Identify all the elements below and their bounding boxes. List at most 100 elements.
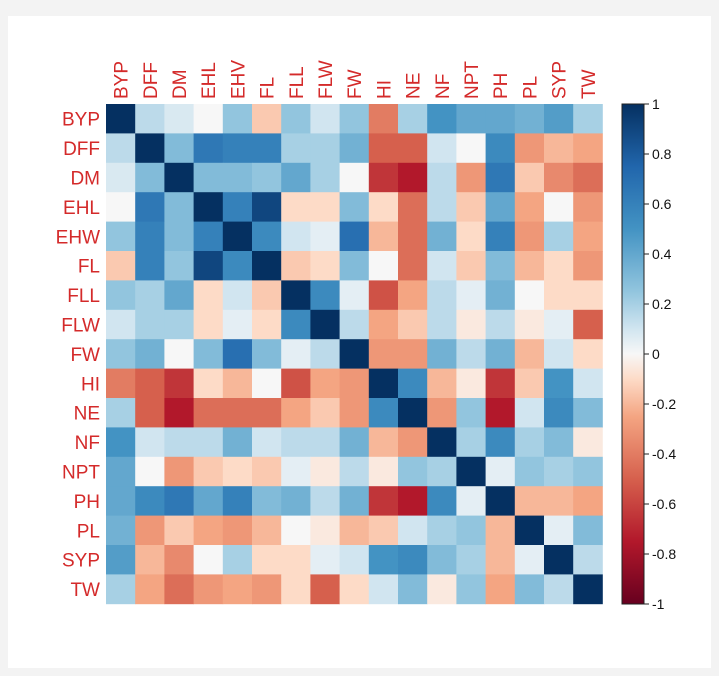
heatmap-cell-fl-nf xyxy=(427,251,457,281)
heatmap-cell-ph-fl xyxy=(252,486,282,516)
heatmap-cell-pl-byp xyxy=(106,515,136,546)
heatmap-cell-pl-hi xyxy=(368,515,399,546)
heatmap-cell-npt-ne xyxy=(398,456,428,487)
heatmap-cell-npt-ehv xyxy=(222,456,253,487)
heatmap-cell-pl-ph xyxy=(485,515,516,546)
heatmap-cell-tw-ph xyxy=(485,574,516,605)
heatmap-cell-ehw-flw xyxy=(310,221,340,252)
heatmap-cell-fw-dm xyxy=(164,339,194,369)
heatmap-cell-dm-ne xyxy=(398,162,428,193)
heatmap-cell-ehl-ne xyxy=(398,192,428,222)
heatmap-cell-ne-tw xyxy=(573,398,603,428)
heatmap-cell-dm-dff xyxy=(135,162,165,193)
heatmap-cell-fw-ehl xyxy=(193,339,224,369)
heatmap-cell-ehw-npt xyxy=(456,221,486,252)
heatmap-cell-fw-npt xyxy=(456,339,486,369)
heatmap-cell-dm-tw xyxy=(573,162,603,193)
colorbar: 1 0.8 0.6 0.4 0.2 0 -0.2 -0.4 -0.6 -0.8 -1 xyxy=(621,96,676,612)
chart-card: BYP DFF DM EHL EHW FL FLL FLW FW HI NE NF NPT PH PL SYP… xyxy=(8,16,711,668)
heatmap-cell-syp-dff xyxy=(135,545,165,575)
heatmap-cell-dff-nf xyxy=(427,133,457,164)
heatmap-cell-nf-ehv xyxy=(222,427,253,458)
colorbar-tick-label: -0.8 xyxy=(652,546,676,562)
row-label-flw: FLW xyxy=(61,316,100,337)
heatmap-cell-ehl-dm xyxy=(164,192,194,222)
column-label-dm: DM xyxy=(170,69,191,99)
heatmap-cell-ne-byp xyxy=(106,398,136,428)
heatmap-cell-ph-fw xyxy=(339,486,370,516)
heatmap-cell-ehl-dff xyxy=(135,192,165,222)
heatmap-cell-ehw-fll xyxy=(281,221,311,252)
row-label-byp: BYP xyxy=(62,110,100,131)
heatmap-cell-byp-npt xyxy=(456,104,486,134)
heatmap-cell-fl-fl xyxy=(252,251,282,281)
heatmap-cell-npt-fll xyxy=(281,456,311,487)
heatmap-cell-fl-hi xyxy=(368,251,399,281)
colorbar-gradient xyxy=(621,103,645,605)
heatmap-cell-npt-hi xyxy=(368,456,399,487)
column-label-ph: PH xyxy=(491,73,512,99)
heatmap-cell-hi-byp xyxy=(106,368,136,399)
heatmap-cell-dff-fll xyxy=(281,133,311,164)
row-label-fw: FW xyxy=(70,345,100,366)
heatmap-cell-npt-nf xyxy=(427,456,457,487)
heatmap-cell-npt-syp xyxy=(544,456,574,487)
heatmap-cell-byp-fl xyxy=(252,104,282,134)
heatmap-cell-fw-syp xyxy=(544,339,574,369)
heatmap-cell-dff-fw xyxy=(339,133,370,164)
heatmap-cell-dff-flw xyxy=(310,133,340,164)
heatmap-cell-ehl-nf xyxy=(427,192,457,222)
heatmap-cell-byp-hi xyxy=(368,104,399,134)
heatmap-cell-syp-fw xyxy=(339,545,370,575)
heatmap-cell-fw-nf xyxy=(427,339,457,369)
heatmap-cell-dm-ehl xyxy=(193,162,224,193)
heatmap-cell-ehw-ne xyxy=(398,221,428,252)
row-label-ehw: EHW xyxy=(56,227,100,248)
row-label-fll: FLL xyxy=(67,286,100,307)
heatmap-cell-syp-dm xyxy=(164,545,194,575)
heatmap-cell-ph-nf xyxy=(427,486,457,516)
heatmap-cell-dm-fl xyxy=(252,162,282,193)
heatmap-cell-nf-nf xyxy=(427,427,457,458)
heatmap-cell-syp-fll xyxy=(281,545,311,575)
heatmap-cell-ne-ehv xyxy=(222,398,253,428)
heatmap-cell-hi-ehv xyxy=(222,368,253,399)
heatmap-cell-ph-flw xyxy=(310,486,340,516)
heatmap-cell-nf-hi xyxy=(368,427,399,458)
column-label-ehl: EHL xyxy=(199,62,220,99)
column-label-dff: DFF xyxy=(141,62,162,99)
heatmap-cell-tw-fw xyxy=(339,574,370,605)
heatmap-cell-byp-dm xyxy=(164,104,194,134)
heatmap-cell-hi-ph xyxy=(485,368,516,399)
heatmap-cell-fll-npt xyxy=(456,280,486,311)
heatmap-cell-hi-dm xyxy=(164,368,194,399)
heatmap-cell-hi-pl xyxy=(514,368,545,399)
heatmap-cell-tw-fl xyxy=(252,574,282,605)
heatmap-cell-syp-fl xyxy=(252,545,282,575)
heatmap-cell-dff-dff xyxy=(135,133,165,164)
heatmap-cell-npt-fw xyxy=(339,456,370,487)
row-label-tw: TW xyxy=(70,580,100,601)
heatmap-cell-flw-pl xyxy=(514,309,545,340)
heatmap-cell-fll-flw xyxy=(310,280,340,311)
heatmap-cell-pl-dm xyxy=(164,515,194,546)
heatmap-cell-flw-ehl xyxy=(193,309,224,340)
heatmap-cell-ehl-byp xyxy=(106,192,136,222)
heatmap-cell-ne-ehl xyxy=(193,398,224,428)
heatmap-cell-fll-ph xyxy=(485,280,516,311)
heatmap-cell-ph-dm xyxy=(164,486,194,516)
heatmap-cell-nf-flw xyxy=(310,427,340,458)
heatmap-cell-dm-byp xyxy=(106,162,136,193)
heatmap-cell-flw-syp xyxy=(544,309,574,340)
heatmap-cell-hi-ne xyxy=(398,368,428,399)
heatmap-cell-dm-hi xyxy=(368,162,399,193)
heatmap-cell-tw-dff xyxy=(135,574,165,605)
heatmap-cell-flw-fl xyxy=(252,309,282,340)
column-label-hi: HI xyxy=(374,80,395,99)
heatmap-cell-tw-npt xyxy=(456,574,486,605)
heatmap-cell-dm-syp xyxy=(544,162,574,193)
heatmap-cell-fw-tw xyxy=(573,339,603,369)
heatmap-cell-npt-dm xyxy=(164,456,194,487)
heatmap-cell-byp-ehl xyxy=(193,104,224,134)
heatmap-cell-fll-dm xyxy=(164,280,194,311)
